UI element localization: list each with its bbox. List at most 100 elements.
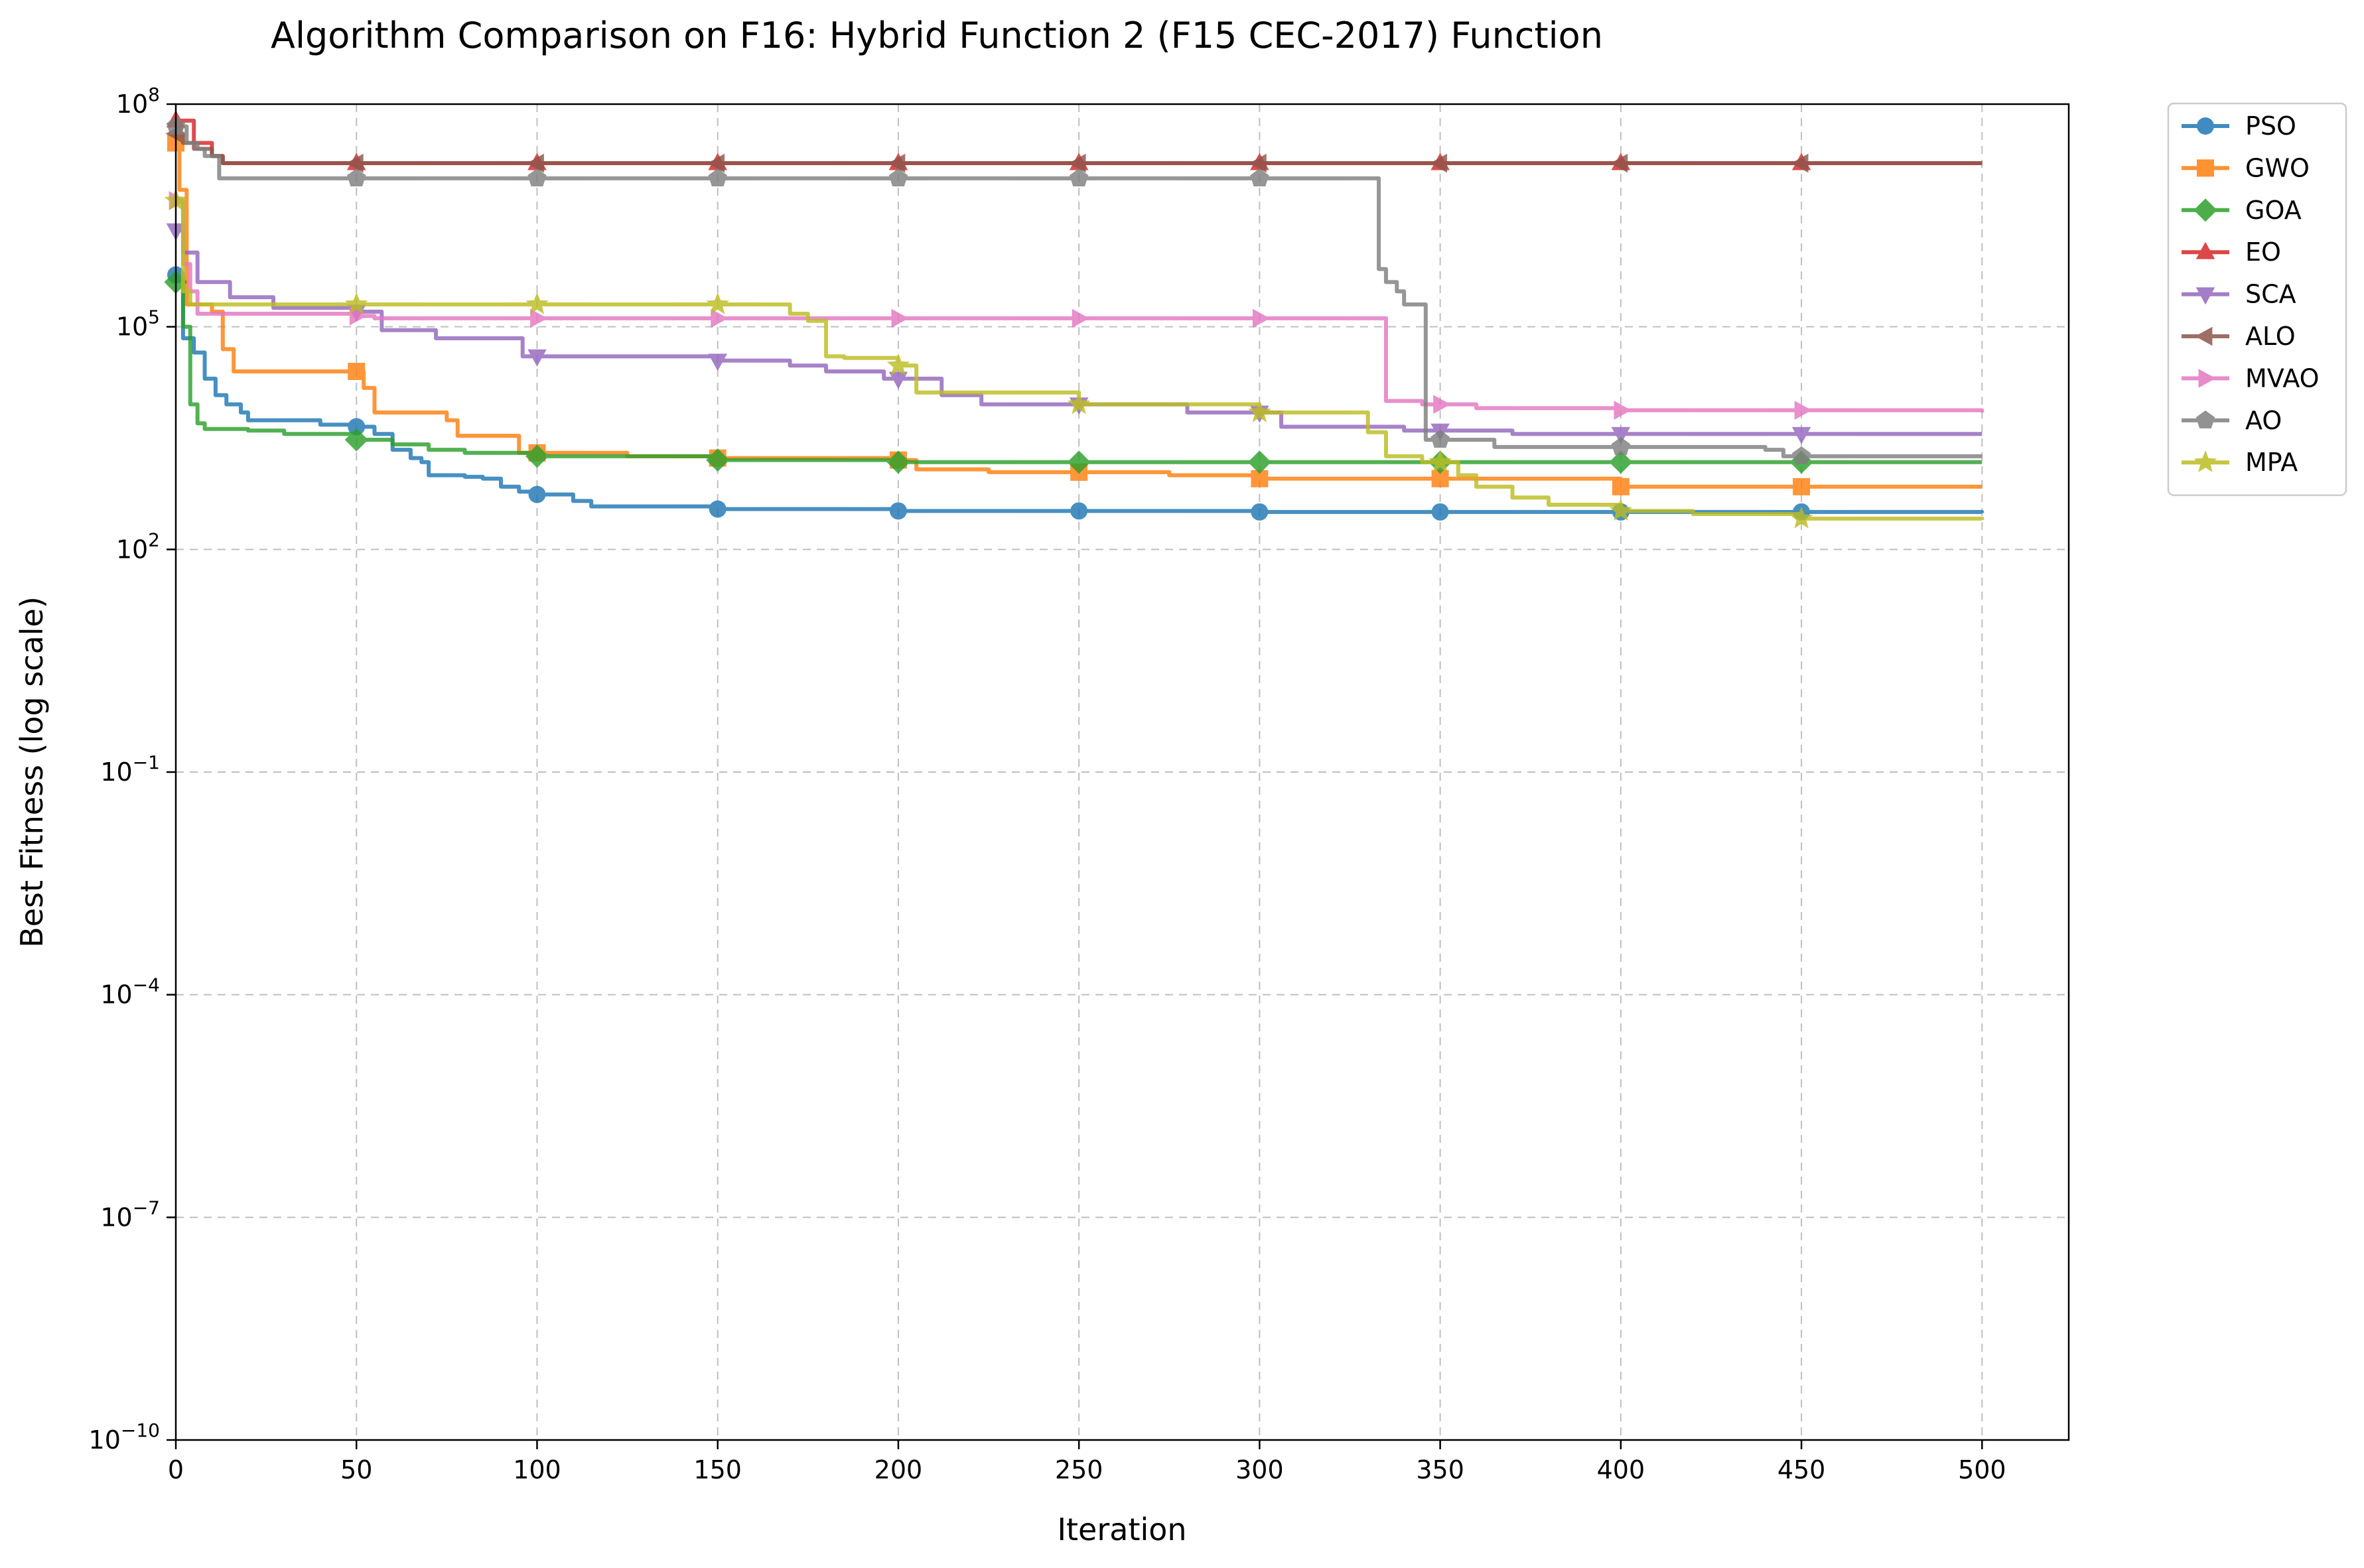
data-point-sca xyxy=(1791,426,1811,444)
x-tick-label: 400 xyxy=(1597,1455,1645,1484)
data-point-ao xyxy=(708,168,727,186)
legend-label-alo: ALO xyxy=(2245,322,2296,351)
legend-label-gwo: GWO xyxy=(2245,153,2310,182)
data-point-alo xyxy=(707,153,725,173)
data-point-goa xyxy=(1247,450,1271,474)
data-point-sca xyxy=(888,371,908,389)
data-point-goa xyxy=(1609,450,1633,474)
series-line-gwo xyxy=(176,141,1982,489)
data-point-pso xyxy=(528,486,546,503)
x-tick-label: 200 xyxy=(874,1455,923,1484)
x-tick-label: 350 xyxy=(1416,1455,1464,1484)
x-tick-label: 150 xyxy=(693,1455,742,1484)
data-point-gwo xyxy=(1251,470,1269,488)
data-point-gwo xyxy=(1431,470,1449,488)
series-line-ao xyxy=(176,124,1982,458)
legend-label-sca: SCA xyxy=(2245,280,2296,309)
data-point-ao xyxy=(888,168,908,186)
x-tick-label: 250 xyxy=(1055,1455,1103,1484)
data-point-alo xyxy=(888,153,906,173)
data-point-alo xyxy=(1249,153,1267,173)
data-point-gwo xyxy=(1612,478,1630,495)
data-point-alo xyxy=(1068,153,1086,173)
data-point-mpa xyxy=(886,353,910,375)
data-point-goa xyxy=(525,444,549,468)
legend-marker-alo xyxy=(2195,326,2213,346)
series-line-pso xyxy=(176,273,1984,514)
data-point-pso xyxy=(348,418,366,436)
legend-label-goa: GOA xyxy=(2245,196,2302,225)
legend-item-goa xyxy=(2182,198,2229,222)
legend-marker-pso xyxy=(2197,117,2214,135)
data-point-ao xyxy=(1791,446,1811,464)
data-point-pso xyxy=(1251,503,1269,521)
x-tick-label: 450 xyxy=(1777,1455,1826,1484)
legend-item-alo xyxy=(2182,326,2229,346)
data-point-mpa xyxy=(525,292,549,314)
legend-item-gwo xyxy=(2182,159,2229,177)
series-group xyxy=(164,110,1984,529)
legend-marker-mvao xyxy=(2198,369,2216,388)
data-point-mvao xyxy=(1794,401,1812,420)
data-point-gwo xyxy=(348,363,366,381)
data-point-ao xyxy=(1611,436,1631,455)
data-point-goa xyxy=(344,428,368,452)
legend-marker-goa xyxy=(2193,198,2217,222)
data-point-ao xyxy=(527,168,547,186)
y-tick-label: 102 xyxy=(116,529,160,564)
x-tick-label: 50 xyxy=(340,1455,372,1484)
legend-marker-mpa xyxy=(2193,450,2217,472)
series-ao xyxy=(166,116,1982,464)
data-point-alo xyxy=(1610,153,1628,173)
y-tick-label: 10−7 xyxy=(100,1197,160,1232)
data-point-mpa xyxy=(344,292,368,314)
y-tick-label: 10−4 xyxy=(100,974,160,1010)
legend-label-mvao: MVAO xyxy=(2245,363,2320,393)
data-point-alo xyxy=(1430,153,1448,173)
legend-item-sca xyxy=(2182,287,2229,305)
axis-ticks: 0 50 100 150 200 250 300 350 400 450 500 10−10 10−7 1… xyxy=(89,84,2006,1484)
data-point-sca xyxy=(1611,426,1631,444)
legend: PSO GWO GOA EO SCA ALO MVAO AO MPA xyxy=(2167,102,2347,496)
x-axis-label: Iteration xyxy=(1057,1512,1186,1547)
y-axis-label: Best Fitness (log scale) xyxy=(14,596,50,948)
data-point-goa xyxy=(706,448,730,472)
data-point-alo xyxy=(1791,153,1809,173)
legend-item-mvao xyxy=(2182,369,2229,388)
legend-item-ao xyxy=(2182,410,2229,428)
data-point-pso xyxy=(709,500,727,518)
data-point-mvao xyxy=(891,308,909,328)
y-tick-label: 108 xyxy=(116,84,160,119)
data-point-sca xyxy=(527,349,547,367)
legend-item-pso xyxy=(2182,117,2229,135)
data-point-mpa xyxy=(706,292,730,314)
series-mpa xyxy=(164,188,1984,529)
legend-label-eo: EO xyxy=(2245,237,2281,267)
data-point-mvao xyxy=(711,308,729,328)
legend-marker-ao xyxy=(2195,410,2215,428)
data-point-ao xyxy=(1250,168,1269,186)
data-point-ao xyxy=(1069,168,1089,186)
data-point-pso xyxy=(889,502,907,520)
legend-marker-sca xyxy=(2195,287,2215,305)
legend-label-mpa: MPA xyxy=(2245,448,2298,477)
data-point-mpa xyxy=(1609,499,1633,521)
data-point-mpa xyxy=(1248,400,1271,423)
legend-item-eo xyxy=(2182,241,2229,259)
data-point-pso xyxy=(1070,502,1088,520)
legend-label-ao: AO xyxy=(2245,406,2282,435)
data-point-ao xyxy=(347,168,366,186)
data-point-pso xyxy=(1431,503,1449,521)
x-tick-label: 0 xyxy=(168,1455,184,1484)
data-point-mvao xyxy=(530,308,548,328)
chart-title: Algorithm Comparison on F16: Hybrid Func… xyxy=(271,15,1603,56)
data-point-mpa xyxy=(1067,392,1091,415)
data-point-gwo xyxy=(1793,478,1811,495)
x-tick-label: 500 xyxy=(1958,1455,2006,1484)
data-point-alo xyxy=(346,153,364,173)
y-tick-label: 10−1 xyxy=(100,751,160,787)
data-point-goa xyxy=(886,450,910,474)
legend-label-pso: PSO xyxy=(2245,111,2296,141)
